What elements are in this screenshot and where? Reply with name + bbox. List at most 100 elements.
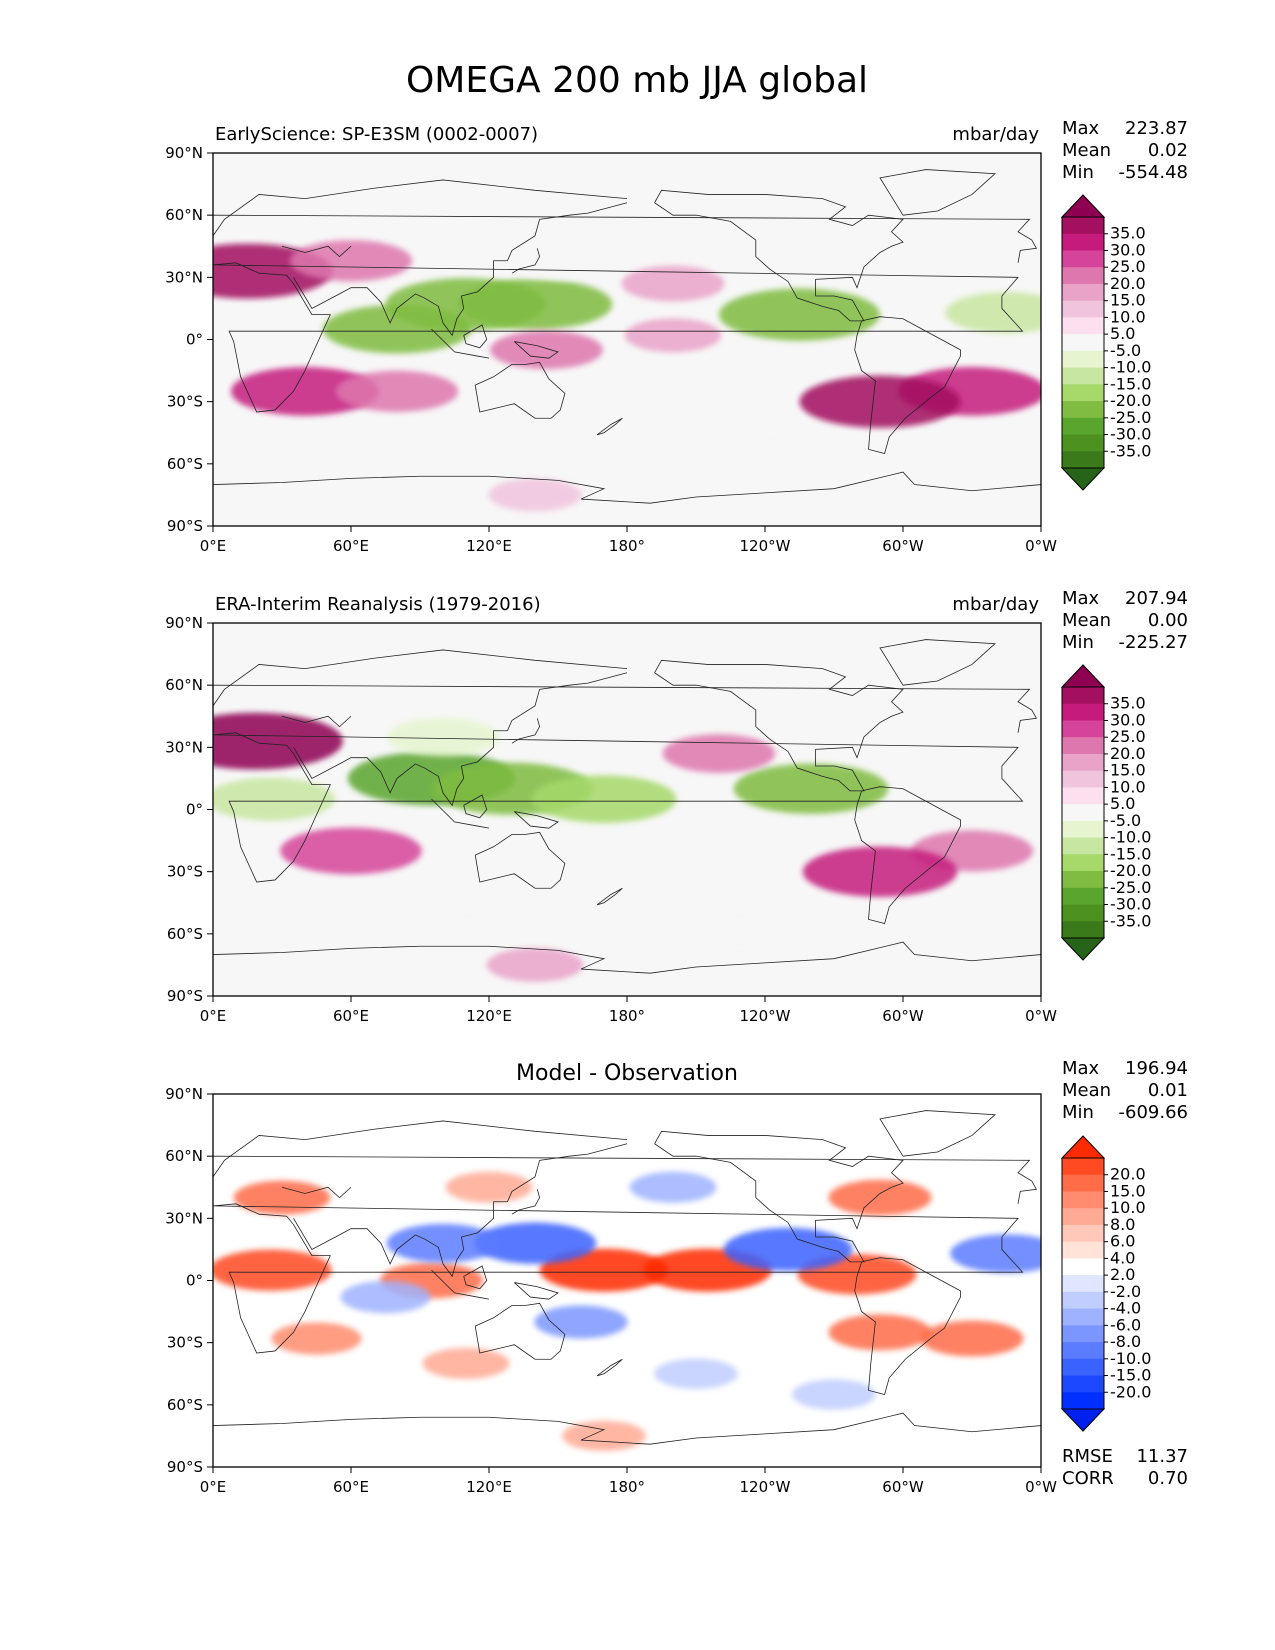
field-feature <box>213 712 343 770</box>
field-feature <box>213 777 335 821</box>
colorbar-tick-label: 15.0 <box>1110 761 1146 780</box>
field-feature <box>950 1234 1041 1273</box>
coastline <box>293 1143 628 1278</box>
panel-title: Model - Observation <box>516 1061 738 1086</box>
coastline <box>293 202 628 337</box>
colorbar-swatch <box>1062 1342 1104 1360</box>
coastline <box>854 786 961 924</box>
field-feature <box>473 1222 597 1264</box>
field-feature <box>828 1314 932 1351</box>
field-feature <box>490 330 603 370</box>
coastline <box>213 262 1024 413</box>
coastline <box>213 1412 1041 1445</box>
coastlines <box>213 639 1041 974</box>
field-feature <box>792 1379 876 1410</box>
colorbar-tick-label: -35.0 <box>1110 911 1151 930</box>
field-feature <box>230 367 380 416</box>
x-tick-label: 0°E <box>200 1478 227 1496</box>
coastline <box>511 1189 541 1215</box>
colorbar-swatch <box>1062 1375 1104 1393</box>
stat-min-label: Min <box>1062 162 1094 183</box>
field-feature <box>802 846 958 897</box>
colorbar-swatch <box>1062 317 1104 335</box>
coastline <box>431 1269 490 1300</box>
field-feature <box>488 478 582 512</box>
panel-title: EarlyScience: SP-E3SM (0002-0007) <box>215 124 538 145</box>
colorbar-swatch <box>1062 1308 1104 1326</box>
coastline <box>879 639 996 686</box>
colorbar-swatch <box>1062 887 1104 906</box>
field-feature <box>621 265 725 302</box>
colorbar-tick-label: -8.0 <box>1110 1332 1141 1351</box>
x-tick-label: 0°W <box>1025 1478 1057 1496</box>
coastline <box>511 248 541 274</box>
colorbar-tick-label: -10.0 <box>1110 828 1151 847</box>
x-tick-label: 120°E <box>466 1007 512 1025</box>
y-tick-label: 30°N <box>165 738 203 756</box>
x-tick-label: 60°E <box>333 1478 369 1496</box>
colorbar-tick-label: 35.0 <box>1110 694 1146 713</box>
coastline <box>431 798 490 829</box>
field-feature <box>457 279 613 330</box>
field-feature <box>662 734 776 773</box>
y-tick-label: 90°S <box>167 517 203 535</box>
stat-min-value: -554.48 <box>1119 162 1188 183</box>
coastline <box>879 1110 996 1157</box>
coastline <box>281 1186 352 1199</box>
colorbar-tick-label: -25.0 <box>1110 408 1151 427</box>
colorbar-swatch <box>1062 401 1104 419</box>
coastline <box>654 189 904 322</box>
x-tick-label: 60°E <box>333 1007 369 1025</box>
y-tick-label: 0° <box>186 801 203 819</box>
colorbar-frame <box>1061 686 1105 939</box>
colorbar-swatch <box>1062 367 1104 385</box>
coastline <box>654 1130 904 1263</box>
coastline <box>281 245 352 258</box>
colorbar-swatch <box>1062 687 1104 705</box>
stat-mean-value: 0.02 <box>1148 140 1188 161</box>
colorbar-swatch <box>1062 1191 1104 1209</box>
y-tick-label: 60°S <box>167 1396 203 1414</box>
colorbar-tick-label: -30.0 <box>1110 895 1151 914</box>
panel-units: mbar/day <box>952 124 1039 145</box>
stat-mean-label: Mean <box>1062 610 1111 631</box>
colorbar-swatch <box>1062 334 1104 352</box>
figure-title: OMEGA 200 mb JJA global <box>406 60 868 101</box>
coastline <box>514 1282 559 1300</box>
colorbar-tick-label: 10.0 <box>1110 1198 1146 1217</box>
field-feature <box>233 1180 331 1215</box>
colorbar-swatch <box>1062 1358 1104 1377</box>
colorbar-extend-min <box>1060 1408 1106 1432</box>
colorbar-tick-label: 30.0 <box>1110 710 1146 729</box>
coastline <box>474 831 566 889</box>
field-feature <box>534 1305 628 1339</box>
field-feature <box>629 1171 717 1203</box>
y-tick-label: 30°N <box>165 268 203 286</box>
field-feature <box>654 1358 738 1389</box>
colorbar-extend-max <box>1060 194 1106 218</box>
stat-max-label: Max <box>1062 588 1100 609</box>
colorbar-tick-label: 15.0 <box>1110 1181 1146 1200</box>
panel-difference: Model - Observation Max 196.94 Mean 0.01… <box>165 1058 1188 1496</box>
coastline <box>213 732 1024 883</box>
colorbar-swatch <box>1062 837 1104 855</box>
colorbar-tick-label: 10.0 <box>1110 307 1146 326</box>
y-tick-label: 90°N <box>165 144 203 162</box>
stat-mean-label: Mean <box>1062 1080 1111 1101</box>
colorbar-tick-label: 25.0 <box>1110 257 1146 276</box>
field-feature <box>340 1280 431 1314</box>
field-feature <box>733 763 889 814</box>
colorbar-extend-max <box>1060 664 1106 688</box>
field-feature <box>509 245 607 280</box>
colorbar-tick-label: 20.0 <box>1110 1165 1146 1184</box>
coastline <box>281 715 352 728</box>
y-tick-label: 30°N <box>165 1209 203 1227</box>
x-tick-label: 180° <box>609 1478 645 1496</box>
field-feature <box>486 947 584 982</box>
colorbar-tick-label: -15.0 <box>1110 1366 1151 1385</box>
coastline <box>213 471 1041 504</box>
stat-min-label: Min <box>1062 632 1094 653</box>
colorbar-swatch <box>1062 250 1104 268</box>
y-tick-label: 90°S <box>167 987 203 1005</box>
stat-min-value: -609.66 <box>1119 1102 1188 1123</box>
